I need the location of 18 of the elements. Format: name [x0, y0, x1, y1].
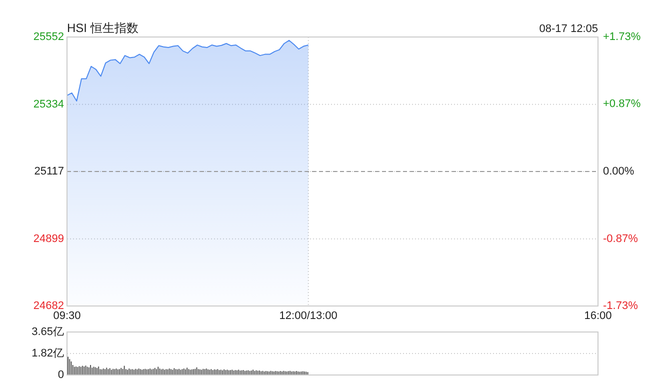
y-tick-label: 24899 [33, 232, 64, 245]
y2-tick-label: +0.87% [603, 98, 641, 110]
y-tick-label: 24682 [33, 300, 64, 312]
y2-tick-label: -1.73% [603, 300, 638, 312]
y-tick-label: 3.65亿 [32, 326, 64, 338]
y2-tick-label: -0.87% [603, 233, 638, 246]
x-tick-label: 12:00/13:00 [279, 310, 338, 322]
y-tick-label: 1.82亿 [32, 347, 64, 360]
x-tick-label: 09:30 [53, 310, 81, 322]
y-tick-label: 25334 [33, 98, 64, 110]
x-tick-label: 16:00 [584, 310, 612, 322]
chart-title: HSI 恒生指数 [67, 21, 138, 36]
y2-tick-label: +1.73% [603, 30, 641, 43]
y-tick-label: 25552 [33, 30, 64, 43]
y-tick-label: 25117 [34, 165, 64, 178]
y2-tick-label: 0.00% [603, 165, 634, 178]
y-tick-label: 0 [58, 368, 64, 381]
text: 08-17 12:05 [539, 22, 598, 35]
